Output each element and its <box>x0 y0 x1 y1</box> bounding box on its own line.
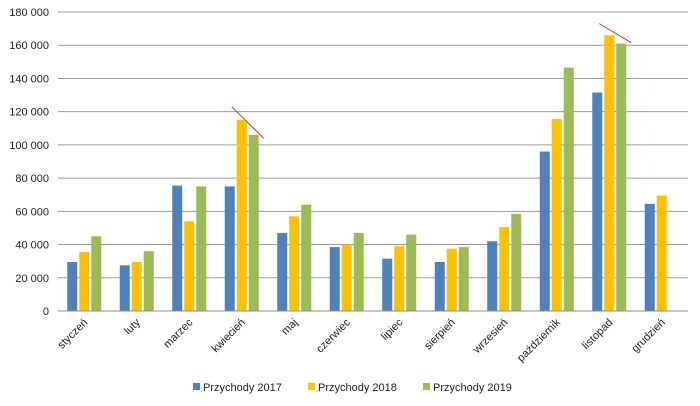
legend-label: Przychody 2019 <box>433 382 512 394</box>
bar <box>644 203 655 311</box>
y-tick-label: 60 000 <box>15 206 49 218</box>
y-tick-label: 20 000 <box>15 273 49 285</box>
bar <box>604 35 615 311</box>
bar <box>592 92 603 311</box>
bar <box>301 204 312 311</box>
bar <box>551 119 562 312</box>
bar <box>499 227 510 311</box>
y-tick-label: 140 000 <box>9 73 49 85</box>
gridlines <box>58 11 688 279</box>
bar <box>382 258 393 311</box>
bar <box>172 185 183 311</box>
x-category-label: styczeń <box>56 317 91 352</box>
legend-label: Przychody 2018 <box>318 382 397 394</box>
bar <box>277 232 288 311</box>
annotations <box>231 23 632 139</box>
bar <box>91 236 102 311</box>
y-tick-label: 120 000 <box>9 107 49 119</box>
bar <box>341 244 352 311</box>
x-category-label: listopad <box>580 317 615 352</box>
bar <box>406 234 417 311</box>
legend-swatch <box>193 383 200 390</box>
bar <box>119 265 130 311</box>
bar <box>458 247 469 311</box>
legend-label: Przychody 2017 <box>203 382 282 394</box>
bar <box>184 221 195 311</box>
legend: Przychody 2017 Przychody 2018 Przychody 20… <box>193 382 512 394</box>
y-tick-label: 0 <box>43 306 49 318</box>
x-category-label: luty <box>122 316 143 337</box>
bar <box>487 241 498 311</box>
y-tick-label: 180 000 <box>9 7 49 19</box>
y-tick-label: 100 000 <box>9 140 49 152</box>
bars <box>67 35 667 312</box>
bar <box>353 232 364 311</box>
x-category-label: kwiecień <box>210 317 248 355</box>
bar <box>224 186 235 311</box>
annotation-line <box>231 106 265 139</box>
x-category-label: wrzesień <box>470 317 510 357</box>
bar <box>434 261 445 311</box>
bar <box>196 186 207 311</box>
bar <box>394 246 405 311</box>
legend-swatch <box>423 383 430 390</box>
x-category-label: grudzień <box>630 317 668 355</box>
bar <box>511 213 522 311</box>
x-category-label: maj <box>279 317 300 338</box>
bar <box>446 248 457 311</box>
legend-swatch <box>308 383 315 390</box>
x-category-label: sierpień <box>422 317 458 353</box>
bar <box>539 151 550 311</box>
bar <box>67 261 78 311</box>
y-tick-label: 40 000 <box>15 240 49 252</box>
bar <box>656 195 667 311</box>
bar <box>236 119 247 311</box>
bar <box>79 252 90 311</box>
y-tick-label: 160 000 <box>9 40 49 52</box>
bar <box>131 261 142 311</box>
y-axis-ticks: 0 20 000 40 000 60 000 80 000 100 000 120 000 1… <box>9 7 49 318</box>
bar <box>143 251 154 311</box>
x-category-label: marzec <box>161 316 195 350</box>
bar <box>289 216 300 311</box>
bar <box>616 43 627 312</box>
y-tick-label: 80 000 <box>15 173 49 185</box>
bar <box>329 247 340 311</box>
x-axis-categories: styczeń luty marzec kwiecień maj czerwiec lipi… <box>56 316 668 364</box>
x-category-label: październik <box>515 316 563 364</box>
x-category-label: lipiec <box>379 316 406 343</box>
bar <box>563 67 574 312</box>
bar <box>248 134 259 311</box>
x-category-label: czerwiec <box>314 316 353 355</box>
annotation-line <box>598 23 632 44</box>
